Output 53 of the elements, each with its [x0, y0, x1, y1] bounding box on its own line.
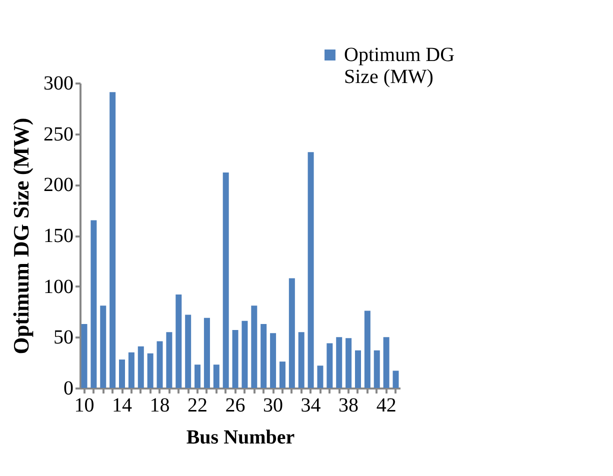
x-axis-title: Bus Number — [186, 426, 295, 448]
y-tick-label: 50 — [54, 326, 74, 349]
bar — [232, 330, 238, 388]
bar — [326, 343, 333, 388]
legend-label: Optimum DG Size (MW) — [344, 44, 455, 88]
y-tick-label: 100 — [44, 276, 74, 298]
bar — [176, 294, 182, 388]
y-tick-label: 150 — [44, 225, 74, 247]
x-tick-label: 18 — [150, 394, 170, 416]
bar — [242, 320, 248, 388]
bar — [392, 370, 399, 388]
y-tick-label: 250 — [44, 123, 74, 146]
bar — [90, 220, 97, 388]
bar — [251, 306, 258, 388]
y-axis-title: Optimum DG Size (MW) — [8, 118, 34, 354]
bar — [364, 310, 370, 388]
bar — [354, 350, 361, 388]
x-tick-label: 38 — [338, 394, 359, 416]
bar — [185, 314, 192, 388]
bar — [110, 92, 116, 388]
bar — [260, 324, 267, 388]
bar — [298, 332, 304, 388]
bar — [308, 152, 314, 388]
bar — [346, 338, 352, 388]
bar — [204, 318, 210, 388]
bar — [374, 350, 380, 388]
bar — [128, 352, 134, 388]
x-tick-label: 10 — [74, 394, 94, 416]
bar — [138, 346, 144, 388]
x-tick-label: 14 — [112, 394, 132, 416]
x-tick-label: 26 — [225, 394, 246, 416]
y-tick-label: 300 — [44, 72, 74, 94]
bar — [213, 364, 220, 388]
x-tick-label: 42 — [376, 394, 396, 416]
bar — [317, 366, 324, 388]
bar — [166, 332, 172, 388]
bar — [81, 324, 88, 388]
bar — [156, 341, 163, 388]
bar — [270, 333, 276, 388]
bar — [336, 337, 342, 388]
bar — [194, 364, 201, 388]
x-tick-label: 30 — [263, 394, 284, 416]
bar — [100, 306, 106, 388]
bar — [147, 353, 154, 388]
x-tick-label: 34 — [300, 394, 321, 416]
bar — [288, 278, 295, 388]
bar — [222, 172, 229, 388]
y-tick-label: 200 — [44, 174, 74, 196]
bar — [279, 362, 286, 388]
bar — [383, 337, 390, 388]
bar — [119, 360, 126, 388]
y-tick-label: 0 — [64, 378, 74, 400]
x-tick-label: 22 — [188, 394, 208, 416]
